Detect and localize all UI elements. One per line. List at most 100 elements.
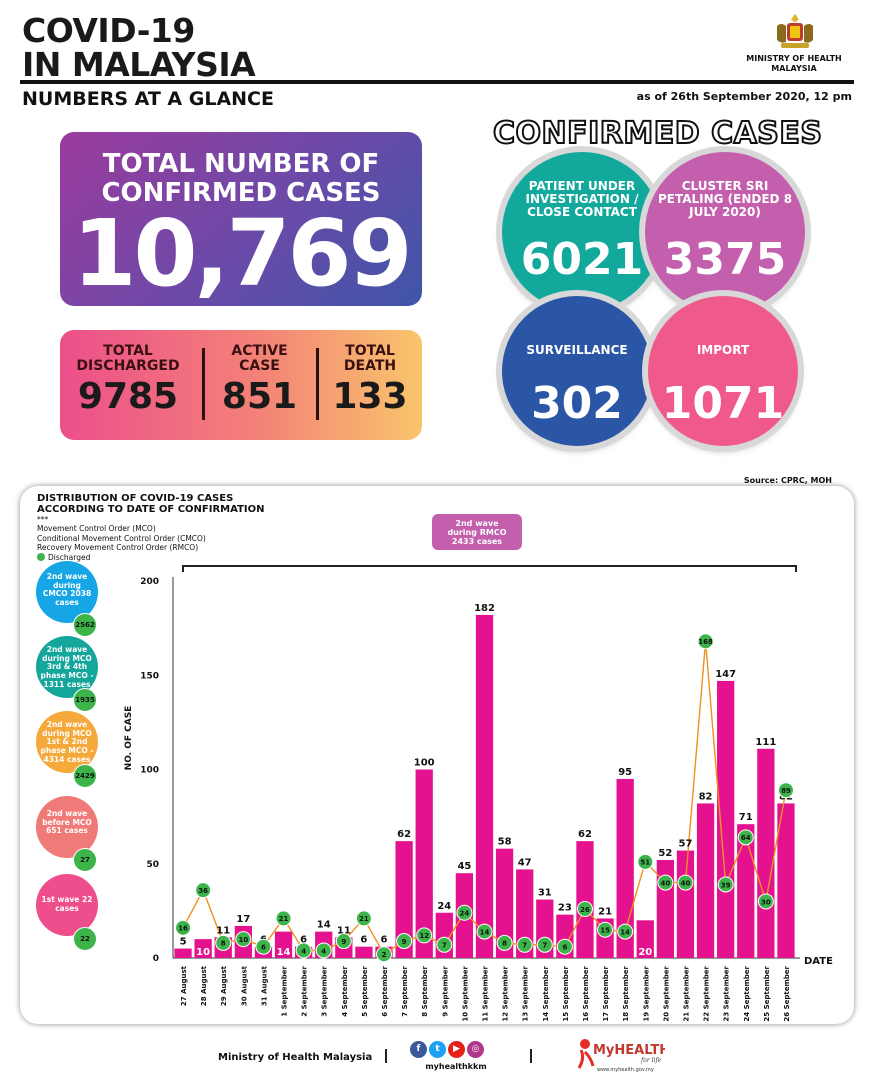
legend-cmco: Conditional Movement Control Order (CMCO… (37, 533, 206, 543)
instagram-icon[interactable]: ◎ (467, 1041, 484, 1058)
discharged-dot (175, 919, 192, 936)
x-tick-label: 17 September (602, 965, 610, 1021)
footer-ministry: Ministry of Health Malaysia (218, 1052, 373, 1063)
footer-divider (530, 1049, 532, 1063)
y-axis-label: NO. OF CASE (124, 706, 134, 771)
social-handle[interactable]: myhealthkkm (425, 1062, 487, 1071)
discharged-value-label: 168 (698, 638, 713, 646)
discharged-dot (396, 933, 413, 950)
bar-value-label: 62 (578, 829, 592, 840)
facebook-icon[interactable]: f (410, 1041, 427, 1058)
chart-title: DISTRIBUTION OF COVID-19 CASES ACCORDING… (37, 493, 265, 515)
bar (355, 946, 373, 958)
x-tick-label: 1 September (281, 965, 289, 1016)
discharged-dot (757, 893, 774, 910)
discharged-value-label: 40 (681, 879, 691, 887)
discharged-dot (476, 923, 493, 940)
bar-value-label: 5 (180, 937, 187, 948)
x-tick-label: 15 September (562, 965, 570, 1021)
stats-card: TOTAL DISCHARGED 9785 ACTIVE CASE 851 TO… (60, 330, 422, 440)
bar (174, 948, 192, 958)
discharged-value-label: 14 (480, 928, 490, 936)
discharged-value-label: 2 (382, 951, 387, 959)
discharged-dot (355, 910, 372, 927)
bar-value-label: 23 (558, 903, 572, 914)
bar-value-label: 82 (699, 791, 713, 802)
discharged-dot (717, 876, 734, 893)
discharged-dot (315, 942, 332, 959)
bar-value-label: 147 (715, 669, 736, 680)
legend-rmco: Recovery Movement Control Order (RMCO) (37, 543, 199, 553)
discharged-dot (195, 882, 212, 899)
discharged-value-label: 36 (198, 887, 208, 895)
twitter-icon[interactable]: t (429, 1041, 446, 1058)
circle-label: CLUSTER SRI PETALING (ENDED 8 JULY 2020) (657, 179, 793, 220)
discharged-value-label: 15 (600, 927, 610, 935)
bar (395, 841, 413, 958)
wave-cmco: 2nd wave during CMCO 2038 cases (36, 561, 98, 623)
header-rule (20, 80, 854, 84)
bar-value-label: 24 (437, 901, 451, 912)
youtube-icon[interactable]: ▶ (448, 1041, 465, 1058)
bar-value-label: 52 (658, 848, 672, 859)
discharged-dot (376, 946, 393, 963)
as-of-date: as of 26th September 2020, 12 pm (636, 90, 852, 103)
x-tick-label: 10 September (461, 965, 469, 1021)
wave-text: 2nd wave during CMCO 2038 cases (42, 572, 92, 607)
bar (757, 748, 775, 958)
stat-value: 9785 (77, 376, 179, 418)
bar-value-label: 6 (360, 935, 367, 946)
discharged-value-label: 12 (419, 932, 429, 940)
discharged-value-label: 64 (741, 834, 751, 842)
wave-text: 2nd wave during MCO 3rd & 4th phase MCO … (40, 645, 94, 689)
ministry-label: MINISTRY OF HEALTH MALAYSIA (746, 54, 842, 73)
legend-discharged: Discharged (37, 552, 206, 562)
stat-value: 851 (221, 376, 298, 418)
y-tick-label: 200 (140, 577, 159, 587)
discharged-dot (657, 874, 674, 891)
x-tick-label: 3 September (321, 965, 329, 1016)
x-tick-label: 14 September (542, 965, 550, 1021)
discharged-value-label: 39 (721, 881, 731, 889)
discharged-dot (777, 782, 794, 799)
circle-pui-close-contact: PATIENT UNDER INVESTIGATION / CLOSE CONT… (502, 152, 662, 312)
discharged-value-label: 9 (341, 938, 346, 946)
x-tick-label: 29 August (220, 965, 228, 1006)
discharged-dot (295, 942, 312, 959)
discharged-value-label: 26 (580, 906, 590, 914)
x-tick-label: 24 September (743, 965, 751, 1021)
y-tick-label: 150 (140, 671, 159, 681)
wave-badge: 27 (73, 848, 97, 872)
wave-text: 2nd wave before MCO 651 cases (42, 809, 92, 836)
rmco-box (432, 514, 522, 550)
y-tick-label: 50 (146, 860, 159, 870)
discharged-value-label: 21 (359, 915, 369, 923)
bar (737, 824, 755, 958)
bar-value-label: 14 (317, 920, 331, 931)
wave-mco-1-2: 2nd wave during MCO 1st & 2nd phase MCO … (36, 711, 98, 773)
stat-label: TOTAL DISCHARGED (76, 343, 180, 374)
discharged-dot (556, 938, 573, 955)
myhealth-logo: MyHEALTH for life www.myhealth.gov.my (577, 1039, 665, 1073)
stat-death: TOTAL DEATH 133 (324, 344, 416, 417)
wave-badge: 2562 (73, 613, 97, 637)
legend-marker: *** (37, 515, 49, 524)
discharged-value-label: 21 (279, 915, 289, 923)
footer-divider (385, 1049, 387, 1063)
x-tick-label: 27 August (180, 965, 188, 1006)
bar (415, 769, 433, 958)
discharged-value-label: 6 (261, 943, 266, 951)
bar-value-label: 47 (518, 857, 532, 868)
bar-value-label: 62 (397, 829, 411, 840)
discharged-dot (496, 934, 513, 951)
discharged-dot (235, 931, 252, 948)
bar (616, 778, 634, 958)
discharged-value-label: 8 (221, 940, 226, 948)
discharged-dot (576, 900, 593, 917)
x-tick-label: 16 September (582, 965, 590, 1021)
x-tick-label: 22 September (703, 965, 711, 1021)
title-line-2: IN MALAYSIA (22, 45, 256, 84)
x-tick-label: 7 September (401, 965, 409, 1016)
x-tick-label: 23 September (723, 965, 731, 1021)
circle-label: IMPORT (696, 343, 750, 357)
